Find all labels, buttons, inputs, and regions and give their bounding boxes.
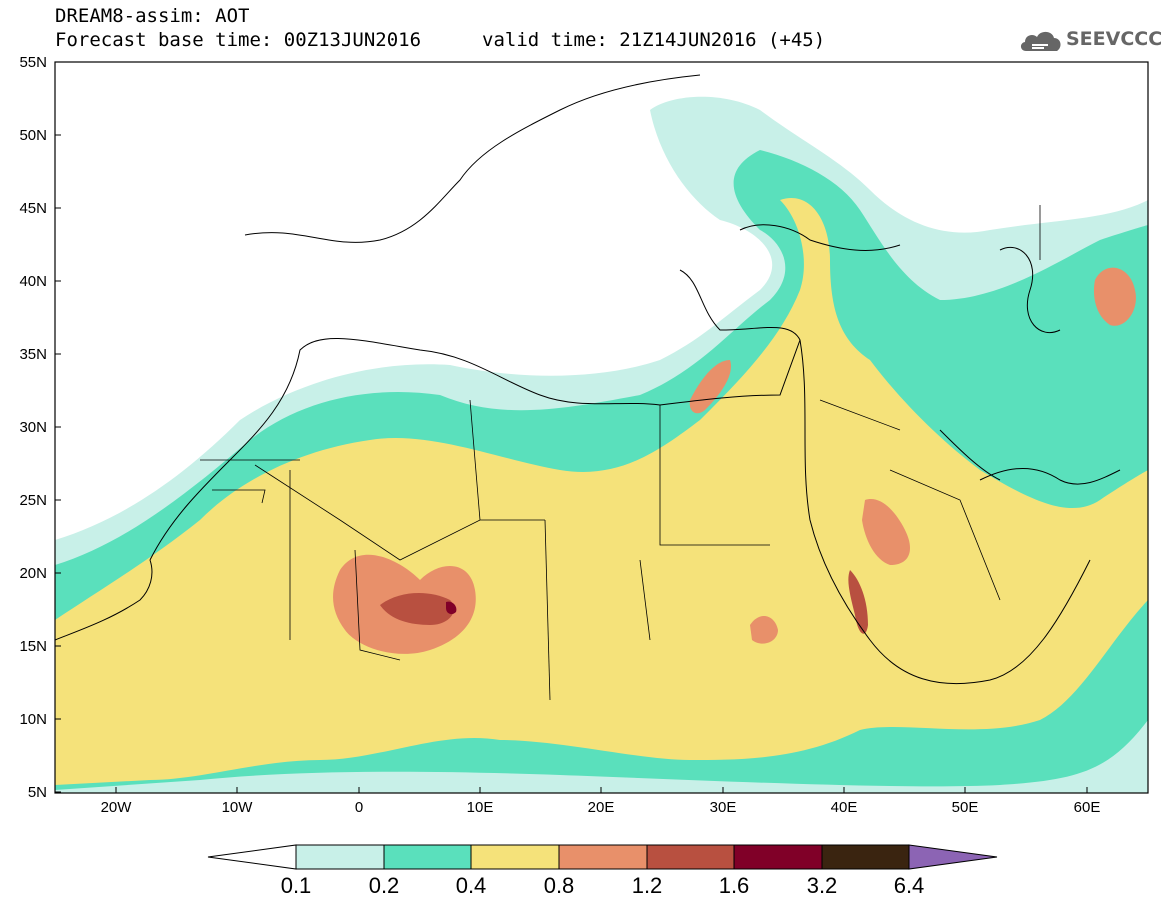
map-title: DREAM8-assim: AOT [55,5,250,27]
colorbar-swatch [558,844,648,870]
colorbar-swatch [646,844,735,870]
seevccc-logo: SEEVCCC [1018,25,1162,55]
axis-ticks [55,61,1088,793]
colorbar-label: 6.4 [894,873,925,898]
lat-label: 35N [19,346,47,363]
colorbar-max-arrow [908,844,998,870]
coastlines [55,62,1121,793]
lon-label: 0 [355,799,363,816]
colorbar-swatch [821,844,910,870]
colorbar [207,844,998,870]
lat-label: 30N [19,419,47,436]
colorbar-swatch [470,844,560,870]
lat-label: 25N [19,492,47,509]
aot-band-1-2-sahara [380,593,454,625]
colorbar-label: 0.8 [544,873,575,898]
lon-label: 60E [1074,799,1101,816]
aot-band-0-8-sudan [750,615,778,644]
base-time: Forecast base time: 00Z13JUN2016 [55,29,422,51]
colorbar-label: 1.2 [632,873,663,898]
colorbar-min-arrow [207,844,297,870]
colorbar-label: 3.2 [807,873,838,898]
lat-label: 5N [28,784,47,801]
lon-label: 50E [952,799,979,816]
lat-label: 10N [19,711,47,728]
lat-label: 55N [19,54,47,71]
colorbar-label: 0.2 [369,873,400,898]
lon-label: 20E [588,799,615,816]
country-borders [200,205,1041,701]
colorbar-label: 0.4 [456,873,487,898]
aot-band-0-8-arabia [862,499,910,565]
colorbar-label: 0.1 [281,873,312,898]
lat-label: 15N [19,638,47,655]
lon-label: 30E [710,799,737,816]
colorbar-swatch [295,844,385,870]
lon-label: 10W [222,799,254,816]
aot-band-1-2-redsea [848,570,868,634]
colorbar-label: 1.6 [719,873,750,898]
colorbar-labels: 0.1 0.2 0.4 0.8 1.2 1.6 3.2 6.4 [281,873,925,898]
aot-band-0-4 [55,198,1148,785]
lon-label: 10E [467,799,494,816]
aot-band-0-8-caspian [1093,267,1136,326]
cloud-logo-icon [1020,31,1061,51]
lon-label: 40E [831,799,858,816]
lon-label: 20W [101,799,133,816]
lat-label: 50N [19,127,47,144]
lat-label: 20N [19,565,47,582]
lat-label: 45N [19,200,47,217]
logo-text: SEEVCCC [1066,28,1163,50]
lat-label: 40N [19,273,47,290]
colorbar-swatch [733,844,823,870]
aot-band-1-6-sahara [446,601,457,615]
dust-field [55,62,1148,793]
colorbar-swatch [383,844,472,870]
valid-time: valid time: 21Z14JUN2016 (+45) [482,29,826,51]
lon-labels: 20W 10W 0 10E 20E 30E 40E 50E 60E [101,799,1101,816]
lat-labels: 55N 50N 45N 40N 35N 30N 25N 20N 15N 10N … [19,54,47,801]
